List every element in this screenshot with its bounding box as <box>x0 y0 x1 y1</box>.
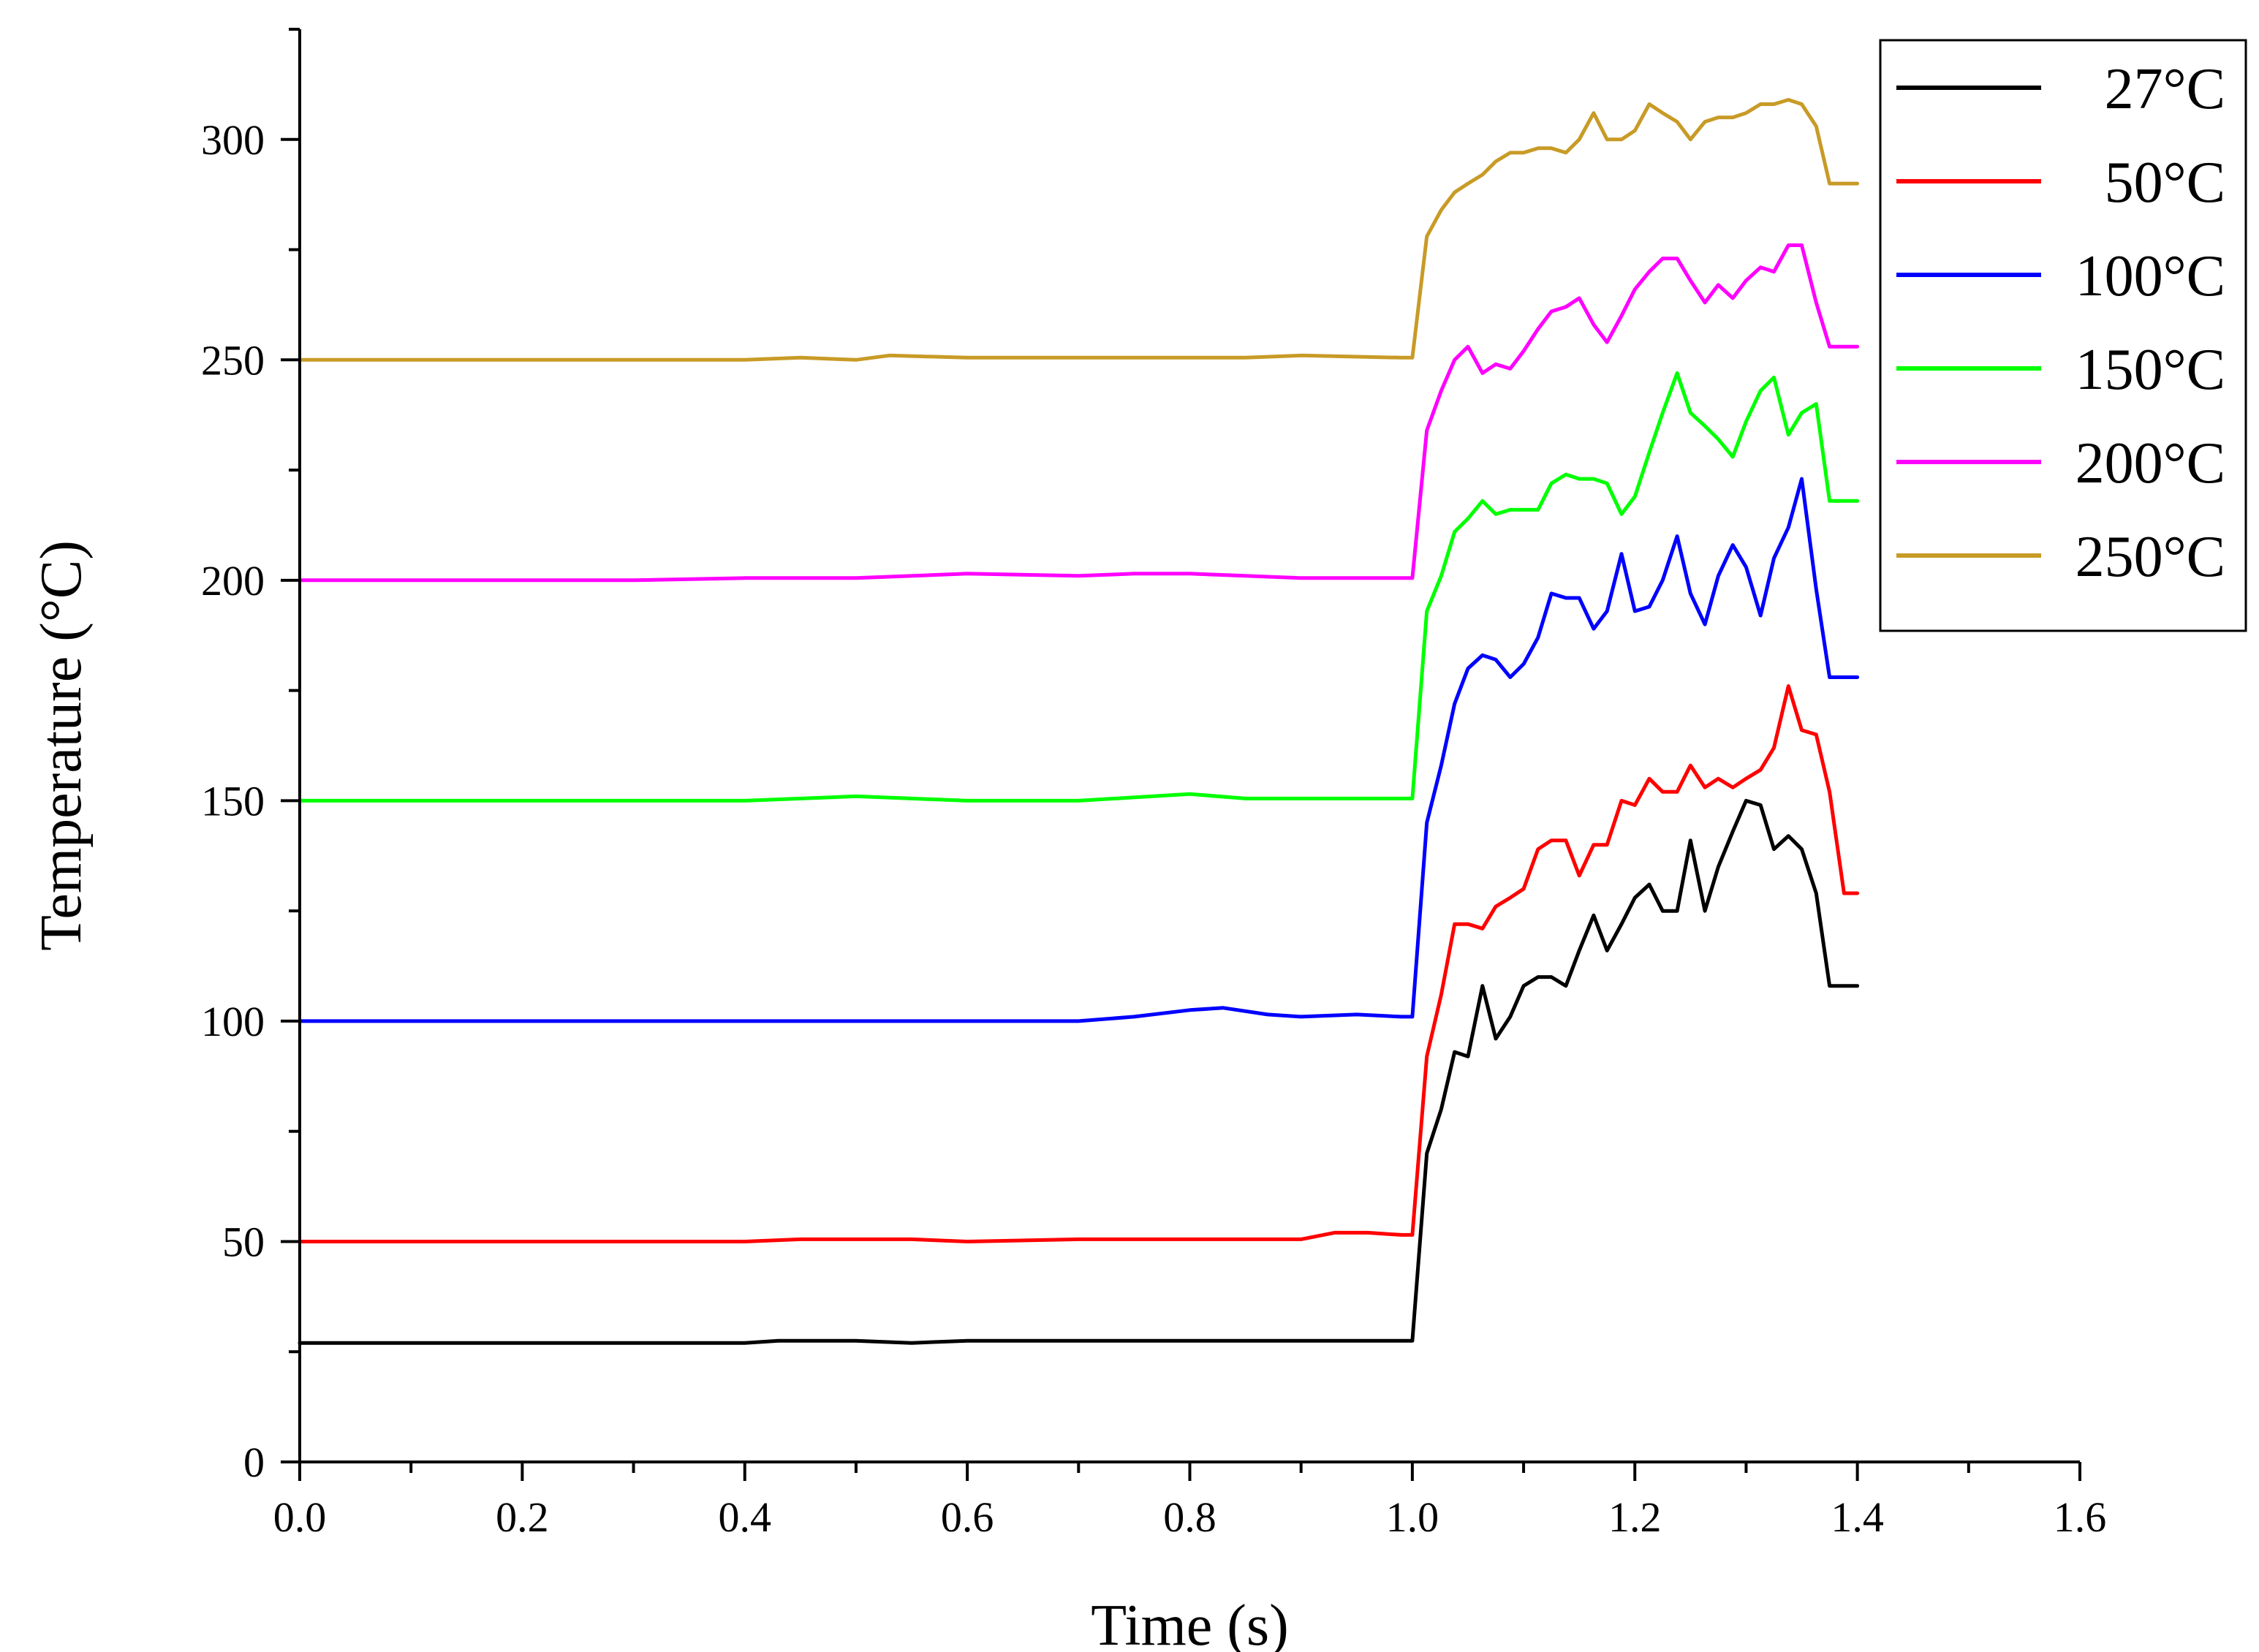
legend-item: 150°C <box>1896 338 2225 402</box>
x-tick-label: 1.2 <box>1608 1493 1662 1541</box>
y-tick-label: 0 <box>243 1439 265 1486</box>
legend-label: 150°C <box>2076 338 2225 402</box>
legend-label: 200°C <box>2076 431 2225 496</box>
y-tick-label: 100 <box>201 998 265 1045</box>
legend-label: 50°C <box>2105 151 2225 215</box>
legend-item: 100°C <box>1896 244 2225 308</box>
y-tick-label: 200 <box>201 557 265 605</box>
legend-item: 27°C <box>1896 57 2225 121</box>
x-axis-ticks: 0.0 0.2 0.4 0.6 0.8 1.0 1.2 1.4 1.6 <box>273 1462 2107 1541</box>
series-line-0 <box>298 798 1860 1345</box>
x-tick-label: 0.0 <box>273 1493 327 1541</box>
series-line-5 <box>298 98 1860 362</box>
x-tick-label: 0.2 <box>496 1493 549 1541</box>
x-axis-title: Time (s) <box>1091 1594 1288 1652</box>
series-line-3 <box>298 371 1860 803</box>
y-axis-ticks: 0 50 100 150 200 250 300 <box>201 28 300 1486</box>
axes-layer: 0.0 0.2 0.4 0.6 0.8 1.0 1.2 1.4 1.6 0 50 100 150 200… <box>201 28 2107 1541</box>
series-layer <box>298 98 1860 1345</box>
legend-label: 27°C <box>2105 57 2225 121</box>
y-tick-label: 150 <box>201 777 265 825</box>
series-line-1 <box>298 684 1860 1243</box>
x-tick-label: 0.4 <box>719 1493 772 1541</box>
legend: 27°C 50°C 100°C 150°C 200°C 250°C <box>1879 39 2247 632</box>
legend-label: 100°C <box>2076 244 2225 308</box>
x-tick-label: 0.6 <box>941 1493 994 1541</box>
legend-label: 250°C <box>2076 525 2225 589</box>
y-tick-label: 50 <box>222 1218 265 1265</box>
x-tick-label: 1.6 <box>2054 1493 2107 1541</box>
x-tick-label: 1.0 <box>1386 1493 1439 1541</box>
legend-item: 50°C <box>1896 151 2225 215</box>
x-tick-label: 1.4 <box>1831 1493 1884 1541</box>
legend-item: 250°C <box>1896 525 2225 589</box>
series-line-2 <box>298 477 1860 1023</box>
series-line-4 <box>298 243 1860 583</box>
legend-item: 200°C <box>1896 431 2225 496</box>
legend-box <box>1879 39 2247 632</box>
y-tick-label: 250 <box>201 336 265 384</box>
x-tick-label: 0.8 <box>1163 1493 1216 1541</box>
legend-items: 27°C 50°C 100°C 150°C 200°C 250°C <box>1896 57 2225 589</box>
y-tick-label: 300 <box>201 116 265 164</box>
y-axis-title: Temperature (°C) <box>29 540 94 951</box>
